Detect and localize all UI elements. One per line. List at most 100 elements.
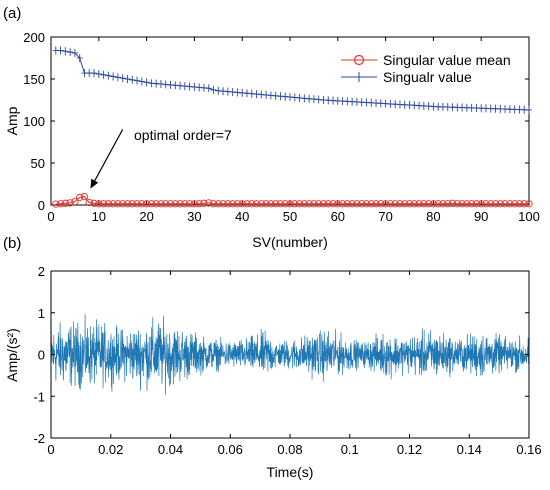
x-tick-label: 0.12 [397, 442, 422, 457]
y-tick-label: 0 [38, 198, 45, 213]
singular-value-mean-point [252, 200, 261, 208]
annotation-text: optimal order=7 [134, 127, 232, 143]
singular-value-mean-point [477, 200, 485, 208]
singular-value-mean-point [396, 200, 404, 208]
panel-b-x-axis-label: Time(s) [267, 464, 314, 480]
singular-value-mean-point [162, 200, 170, 208]
singular-value-mean-point [305, 200, 313, 208]
singular-value-mean-point [281, 200, 289, 208]
singular-value-mean-point [496, 200, 504, 208]
singular-value-mean-point [248, 200, 256, 208]
singular-value-mean-point [415, 200, 423, 208]
singular-value-mean-point [520, 200, 528, 208]
singular-value-point [105, 71, 112, 80]
singular-value-mean-point [147, 200, 156, 208]
singular-value-point [129, 75, 136, 84]
x-tick-label: 0 [47, 209, 54, 224]
x-tick-label: 0.14 [457, 442, 482, 457]
singular-value-mean-point [171, 200, 179, 208]
singular-value-mean-point [219, 200, 227, 208]
singular-value-mean-point [238, 200, 246, 208]
singular-value-mean-point [444, 200, 452, 208]
annotation: optimal order=7 [90, 127, 232, 189]
singular-value-mean-point [362, 200, 371, 208]
singular-value-point [526, 105, 532, 114]
singular-value-mean-point [133, 200, 141, 208]
singular-value-point [100, 70, 107, 79]
x-tick-label: 90 [474, 209, 488, 224]
panel-a-label: (a) [3, 5, 21, 22]
y-tick-label: 50 [31, 156, 45, 171]
singular-value-mean-point [262, 200, 270, 208]
singular-value-mean-point [224, 200, 232, 208]
singular-value-mean-point [343, 200, 352, 208]
singular-value-mean-point [181, 200, 189, 208]
singular-value-mean-point [61, 199, 69, 207]
x-tick-label: 0.02 [98, 442, 123, 457]
singular-value-point [134, 76, 141, 85]
singular-value-mean-point [338, 200, 347, 208]
singular-value-mean-point [391, 200, 399, 208]
singular-value-mean-point [377, 200, 385, 208]
panel-b: (b) 0 0.02 0.04 0.06 0.08 0.1 0.12 0.14 0.16 -2-… [3, 235, 542, 480]
legend: Singular value mean Singualr value [341, 52, 511, 85]
panel-a-y-ticks: 0 50 100 150 200 [23, 30, 529, 213]
singular-value-mean-point [348, 200, 356, 208]
singular-value-mean-point [467, 200, 476, 208]
singular-value-point [67, 48, 74, 57]
singular-value-mean-point [276, 200, 285, 208]
singular-value-mean-point [439, 200, 447, 208]
singular-value-point [210, 85, 217, 94]
singular-value-mean-point [491, 200, 500, 208]
y-tick-label: 150 [23, 72, 45, 87]
singular-value-mean-point [233, 200, 242, 208]
singular-value-mean-point [295, 200, 304, 208]
singular-value-mean-series [52, 192, 533, 208]
singular-value-mean-point [401, 200, 409, 208]
y-tick-label: -2 [33, 431, 45, 446]
singular-value-mean-point [329, 200, 337, 208]
singular-value-point [119, 74, 126, 83]
x-tick-label: 60 [331, 209, 345, 224]
singular-value-mean-point [176, 200, 184, 208]
panel-b-x-ticks: 0 0.02 0.04 0.06 0.08 0.1 0.12 0.14 0.16 [47, 271, 542, 457]
singular-value-mean-point [214, 200, 222, 208]
singular-value-mean-point [76, 193, 84, 202]
singular-value-mean-line [55, 196, 529, 205]
panel-a: (a) 0 10 20 30 40 50 60 70 80 90 100 050100150200 … [3, 5, 540, 250]
singular-value-mean-point [95, 200, 103, 208]
singular-value-mean-point [286, 200, 294, 208]
singular-value-mean-point [506, 200, 514, 208]
singular-value-mean-point [448, 199, 457, 207]
singular-value-mean-point [190, 200, 199, 208]
singular-value-mean-point [209, 200, 218, 208]
x-tick-label: 10 [92, 209, 106, 224]
singular-value-mean-point [138, 200, 146, 208]
singular-value-mean-point [85, 198, 93, 207]
singular-value-point [205, 84, 212, 93]
singular-value-mean-point [453, 200, 461, 208]
singular-value-mean-point [128, 200, 136, 208]
singular-value-mean-point [267, 200, 275, 208]
singular-value-point [143, 78, 150, 87]
y-tick-label: -1 [33, 389, 45, 404]
singular-value-mean-point [367, 200, 375, 208]
singular-value-mean-point [90, 199, 98, 207]
singular-value-point [114, 73, 121, 82]
singular-value-mean-point [114, 200, 122, 208]
singular-value-mean-point [80, 192, 89, 201]
x-tick-label: 0.08 [277, 442, 302, 457]
y-tick-label: 200 [23, 30, 45, 45]
y-tick-label: 100 [23, 114, 45, 129]
singular-value-mean-point [319, 200, 328, 208]
singular-value-mean-point [243, 200, 251, 208]
singular-value-mean-point [353, 200, 361, 208]
singular-value-mean-point [429, 200, 438, 208]
singular-value-mean-point [458, 200, 466, 208]
x-tick-label: 50 [283, 209, 297, 224]
singular-value-point [57, 46, 64, 55]
x-tick-label: 0.04 [158, 442, 183, 457]
x-tick-label: 40 [235, 209, 249, 224]
singular-value-point [124, 75, 131, 83]
